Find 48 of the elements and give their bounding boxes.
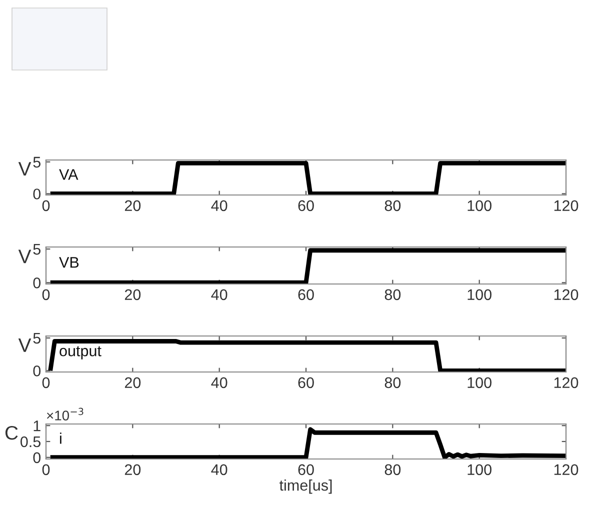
x-tick-label: 80 — [384, 200, 401, 212]
x-tick-label: 80 — [384, 289, 401, 300]
x-tick-label: 120 — [554, 200, 578, 212]
x-tick-label: 40 — [211, 377, 228, 388]
annotation: output — [60, 346, 102, 360]
x-axis-title: time[us] — [279, 479, 332, 494]
x-tick-label: 60 — [298, 377, 314, 388]
x-tick-label: 120 — [554, 289, 578, 300]
y-axis-title: V — [18, 162, 32, 176]
x-tick-label: 100 — [468, 464, 492, 476]
y-tick-label: 5 — [33, 332, 40, 344]
y-axis-title: V — [18, 250, 32, 264]
annotation: VA — [59, 169, 78, 180]
y-tick-label: 1 — [34, 420, 40, 432]
x-tick-label: 20 — [124, 200, 141, 212]
x-tick-label: 100 — [468, 377, 492, 388]
y-tick-label: 0 — [33, 452, 41, 464]
annotation: i — [60, 432, 62, 444]
y-tick-label: 0 — [33, 366, 41, 376]
x-tick-label: 20 — [124, 377, 141, 388]
x-tick-label: 0 — [42, 464, 50, 476]
y-tick-label: 5 — [33, 156, 40, 168]
x-tick-label: 0 — [42, 377, 50, 388]
x-tick-label: 0 — [42, 200, 50, 212]
x-tick-label: 100 — [468, 289, 492, 300]
text: ×10$^{−3}$ — [46, 408, 84, 420]
y-axis-title: V — [18, 338, 32, 352]
x-tick-label: 40 — [211, 289, 228, 300]
x-tick-label: 120 — [554, 464, 578, 476]
y-tick-label: 0 — [33, 188, 41, 200]
x-tick-label: 20 — [124, 464, 141, 476]
x-tick-label: 100 — [468, 200, 492, 212]
x-tick-label: 60 — [298, 200, 314, 212]
y-tick-label: 0 — [33, 278, 41, 288]
x-tick-label: 20 — [124, 289, 141, 300]
x-tick-label: 120 — [554, 377, 578, 388]
x-tick-label: 40 — [211, 464, 228, 476]
y-tick-label: 5 — [33, 244, 40, 255]
x-tick-label: 80 — [384, 464, 401, 476]
annotation: VB — [59, 257, 79, 268]
x-tick-label: 60 — [298, 464, 314, 476]
line-series — [48, 427, 566, 459]
x-tick-label: 40 — [211, 200, 228, 212]
x-tick-label: 0 — [42, 289, 50, 300]
y-axis-title: C — [5, 426, 18, 440]
x-tick-label: 60 — [298, 289, 314, 300]
y-tick-label: 0.5 — [20, 436, 40, 448]
x-tick-label: 80 — [384, 377, 401, 388]
